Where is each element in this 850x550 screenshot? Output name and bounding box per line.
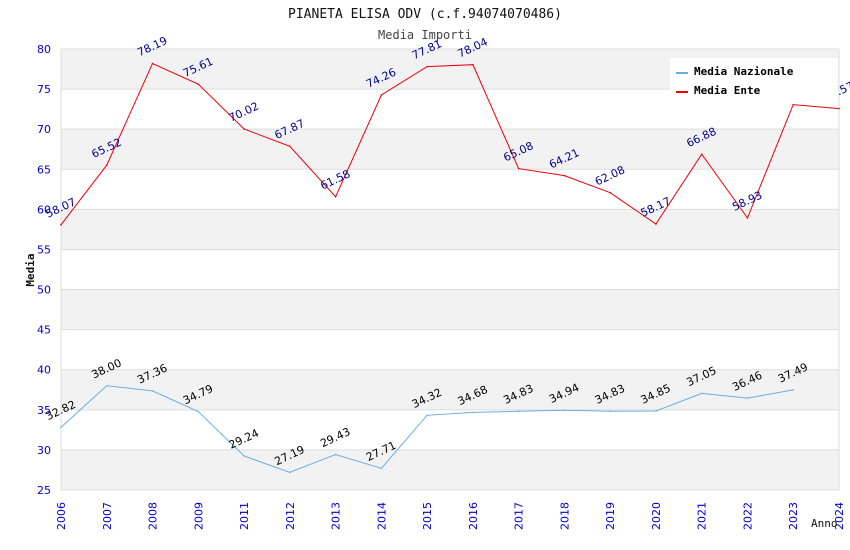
y-axis-label: Media [24, 253, 37, 286]
data-point [655, 223, 657, 225]
data-point [517, 410, 520, 412]
data-point [472, 63, 474, 66]
grid-band [61, 129, 839, 170]
x-tick-label: 2021 [696, 502, 709, 530]
legend-label-nazionale: Media Nazionale [694, 65, 794, 78]
data-point [334, 195, 337, 198]
data-point [289, 145, 291, 148]
x-tick-label: 2007 [101, 502, 114, 530]
data-point [746, 397, 749, 399]
y-tick-label: 60 [37, 203, 51, 216]
data-point [289, 471, 291, 474]
x-tick-label: 2017 [513, 502, 526, 530]
data-point [838, 107, 840, 110]
chart-subtitle: Media Importi [378, 28, 472, 42]
data-point [426, 414, 428, 417]
y-tick-label: 75 [37, 83, 51, 96]
data-point [60, 426, 62, 429]
x-tick-label: 2006 [55, 502, 68, 530]
data-point [792, 103, 795, 106]
data-label: 29.43 [318, 425, 352, 450]
data-point [563, 174, 566, 177]
data-point [197, 83, 200, 85]
grid-band [61, 369, 839, 410]
data-point [746, 217, 749, 219]
data-point [609, 191, 611, 194]
x-axis-label: Anno [811, 517, 838, 530]
data-point [151, 62, 154, 65]
y-tick-label: 40 [37, 364, 51, 377]
data-point [243, 455, 245, 457]
data-point [792, 389, 795, 391]
y-tick-label: 25 [37, 484, 51, 497]
x-tick-label: 2014 [375, 502, 388, 530]
grid-bands [60, 48, 840, 491]
y-axis-ticks: 25 30 35 40 45 50 55 60 65 70 75 80 [37, 43, 51, 497]
x-tick-label: 2015 [421, 502, 434, 530]
data-point [105, 164, 108, 166]
grid-band [61, 289, 839, 330]
data-point [243, 128, 245, 130]
data-point [105, 384, 108, 387]
data-point [472, 411, 474, 414]
y-tick-label: 50 [37, 284, 51, 297]
grid-band [61, 449, 839, 490]
data-point [60, 224, 62, 226]
x-tick-label: 2016 [467, 502, 480, 530]
x-tick-label: 2009 [192, 502, 205, 530]
series-line-media-ente [60, 62, 840, 226]
legend: Media Nazionale Media Ente [670, 58, 838, 102]
data-point [380, 94, 383, 96]
legend-label-ente: Media Ente [694, 84, 761, 97]
data-point [700, 153, 703, 155]
x-tick-label: 2008 [147, 502, 160, 530]
data-point [197, 410, 200, 413]
y-tick-label: 80 [37, 43, 51, 56]
data-point [563, 409, 566, 412]
data-point [334, 453, 337, 456]
x-tick-label: 2020 [650, 502, 663, 530]
x-tick-label: 2013 [330, 502, 343, 530]
x-axis-ticks: 2006 2007 2008 2009 2011 2012 2013 2014 2015 2016… [55, 502, 846, 530]
x-tick-label: 2011 [238, 502, 251, 530]
x-tick-label: 2018 [558, 502, 571, 530]
x-tick-label: 2024 [833, 502, 846, 530]
grid-band [61, 209, 839, 250]
data-label: 70.02 [227, 100, 261, 125]
data-point [655, 410, 657, 412]
data-point [380, 467, 383, 470]
y-tick-label: 65 [37, 163, 51, 176]
series-lines [60, 62, 840, 474]
data-point [700, 392, 703, 395]
chart-title: PIANETA ELISA ODV (c.f.94074070486) [288, 7, 562, 22]
data-point [609, 410, 611, 412]
x-tick-label: 2019 [604, 502, 617, 530]
legend-box [670, 58, 838, 102]
data-point [151, 390, 154, 392]
y-tick-label: 55 [37, 243, 51, 256]
y-tick-label: 35 [37, 404, 51, 417]
y-tick-label: 30 [37, 444, 51, 457]
x-tick-label: 2023 [787, 502, 800, 530]
data-label: 29.24 [227, 427, 261, 452]
x-tick-label: 2012 [284, 502, 297, 530]
data-label: 61.58 [318, 167, 352, 192]
data-point [426, 65, 428, 68]
x-tick-label: 2022 [741, 502, 754, 530]
y-tick-label: 45 [37, 324, 51, 337]
data-point [517, 167, 520, 170]
y-tick-label: 70 [37, 123, 51, 136]
